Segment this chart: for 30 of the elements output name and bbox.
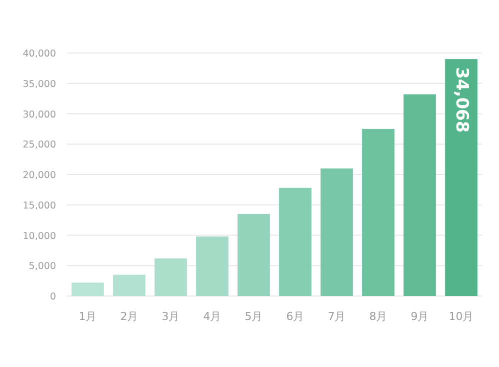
bar bbox=[404, 94, 436, 296]
y-tick-label: 40,000 bbox=[22, 48, 56, 60]
x-tick-label: 9月 bbox=[410, 310, 429, 323]
y-tick-label: 30,000 bbox=[22, 109, 56, 120]
bar bbox=[154, 258, 187, 296]
bar bbox=[113, 274, 146, 296]
x-tick-label: 8月 bbox=[369, 310, 388, 323]
x-tick-label: 6月 bbox=[286, 310, 304, 323]
x-tick-label: 1月 bbox=[78, 310, 97, 323]
x-tick-label: 5月 bbox=[244, 310, 263, 323]
x-tick-label: 4月 bbox=[203, 310, 222, 323]
y-tick-label: 15,000 bbox=[22, 200, 56, 212]
bar bbox=[279, 188, 312, 296]
bar bbox=[320, 168, 353, 296]
y-tick-label: 35,000 bbox=[22, 78, 56, 90]
x-tick-label: 7月 bbox=[328, 310, 346, 323]
y-tick-label: 25,000 bbox=[22, 140, 56, 151]
bar bbox=[72, 282, 104, 296]
y-tick-label: 0 bbox=[50, 292, 56, 302]
bar bbox=[445, 59, 478, 296]
x-tick-label: 10月 bbox=[448, 310, 474, 323]
x-tick-label: 3月 bbox=[162, 310, 180, 323]
bar bbox=[196, 236, 228, 296]
x-tick-label: 2月 bbox=[120, 310, 138, 323]
y-tick-label: 20,000 bbox=[22, 170, 56, 181]
annotation: 34,068 bbox=[451, 67, 472, 133]
y-tick-label: 5,000 bbox=[28, 261, 56, 272]
bar bbox=[238, 214, 270, 296]
bar bbox=[362, 128, 394, 296]
y-tick-label: 10,000 bbox=[22, 230, 56, 242]
